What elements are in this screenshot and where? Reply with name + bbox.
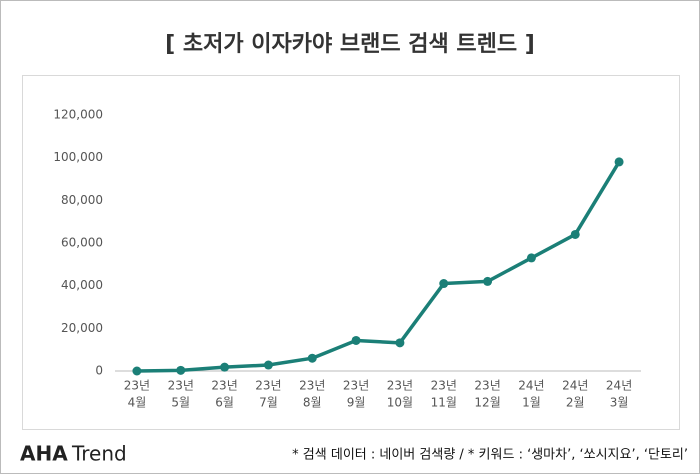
- logo-sub: Trend: [71, 442, 127, 466]
- point: [351, 335, 361, 345]
- x-tick-label: 24년: [562, 379, 588, 393]
- line: [136, 161, 621, 373]
- chart-title: [ 초저가 이자카야 브랜드 검색 트렌드 ]: [165, 32, 535, 57]
- x-tick-label: 24년: [518, 379, 544, 393]
- x-tick-label: 9월: [347, 396, 366, 410]
- x-tick-label: 6월: [215, 396, 234, 410]
- x-tick-label: 23년: [343, 379, 369, 393]
- x-tick-label: 23년: [211, 379, 237, 393]
- point: [263, 360, 273, 370]
- point: [307, 353, 317, 363]
- y-tick-label: 120,000: [53, 108, 103, 122]
- point: [614, 157, 624, 167]
- x-tick-label: 23년: [387, 379, 413, 393]
- point: [526, 253, 536, 263]
- y-tick-label: 80,000: [61, 193, 103, 207]
- x-tick-label: 5월: [171, 396, 190, 410]
- y-tick-label: 0: [95, 364, 103, 378]
- logo: AHA: [20, 442, 68, 466]
- point: [176, 365, 186, 375]
- y-tick-label: 60,000: [61, 236, 103, 250]
- y-tick-label: 100,000: [53, 150, 103, 164]
- x-tick-label: 7월: [259, 396, 278, 410]
- y-tick-label: 20,000: [61, 321, 103, 335]
- point: [395, 338, 405, 348]
- x-tick-label: 24년: [606, 379, 632, 393]
- point: [439, 279, 449, 289]
- point: [220, 362, 230, 372]
- x-tick-label: 23년: [124, 379, 150, 393]
- x-tick-label: 23년: [431, 379, 457, 393]
- x-tick-label: 3월: [610, 396, 629, 410]
- footnote: * 검색 데이터 : 네이버 검색량 / * 키워드 : ‘생마차’, ‘쏘시지…: [292, 448, 688, 463]
- x-tick-label: 23년: [168, 379, 194, 393]
- x-tick-label: 2월: [566, 396, 585, 410]
- point: [570, 229, 580, 239]
- point: [483, 276, 493, 286]
- x-tick-label: 12월: [474, 396, 500, 410]
- x-tick-label: 23년: [474, 379, 500, 393]
- x-tick-label: 23년: [299, 379, 325, 393]
- x-tick-label: 23년: [255, 379, 281, 393]
- x-tick-label: 8월: [303, 396, 322, 410]
- y-tick-label: 40,000: [61, 278, 103, 292]
- x-tick-label: 4월: [128, 396, 147, 410]
- plot-panel: [22, 75, 680, 430]
- x-tick-label: 1월: [522, 396, 541, 410]
- point: [132, 366, 142, 376]
- x-tick-label: 10월: [387, 396, 413, 410]
- x-tick-label: 11월: [431, 396, 457, 410]
